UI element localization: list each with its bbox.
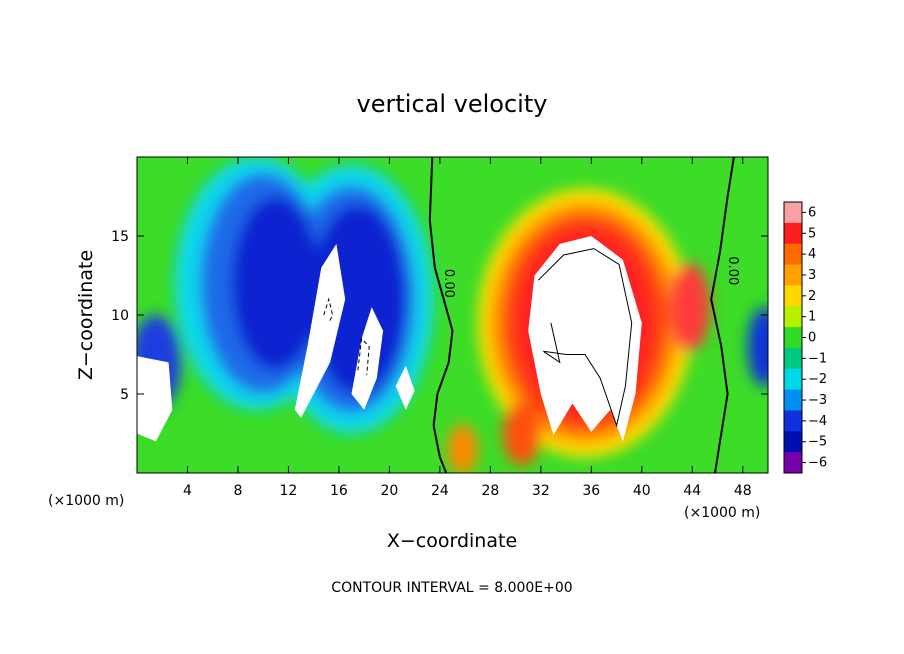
inner-contour: [537, 248, 633, 428]
colorbar-band: [784, 202, 802, 224]
x-tick-label: 8: [233, 483, 242, 499]
colorbar-tick-label: −3: [808, 393, 827, 408]
plot-area: 0.00 0.00: [136, 156, 769, 474]
chart-title: vertical velocity: [357, 90, 548, 118]
y-axis-ticks: 5 10 15: [111, 229, 768, 403]
colorbar-band: [784, 222, 802, 245]
updraft-cell-east: [669, 262, 710, 352]
colorbar: 6 5 4 3 2 1 0 −1 −2 −3 −4 −5 −6: [783, 201, 827, 474]
x-tick-label: 4: [183, 483, 192, 499]
colorbar-tick-label: 1: [808, 310, 816, 325]
x-axis-ticks: 4 8 12 16 20 24 28 32 36 40 44 48: [183, 157, 752, 499]
chart-title-text: vertical velocity: [357, 90, 548, 118]
colorbar-band: [784, 431, 802, 453]
colorbar-band: [784, 347, 802, 370]
colorbar-tick-label: −4: [808, 414, 827, 429]
colorbar-tick-label: 5: [808, 226, 816, 241]
colorbar-tick-label: 6: [808, 205, 816, 220]
x-tick-label: 32: [532, 483, 550, 499]
colorbar-tick-label: −1: [808, 351, 827, 366]
colorbar-tick-label: −6: [808, 456, 827, 471]
x-tick-label: 40: [633, 483, 651, 499]
colorbar-band: [784, 368, 802, 391]
dashed-contour-1: [323, 297, 334, 324]
x-axis-label: X−coordinate: [387, 530, 517, 552]
colorbar-tick-label: −5: [808, 435, 827, 450]
contour-label: 0.00: [725, 256, 740, 285]
x-unit-left: (×1000 m): [48, 493, 124, 509]
colorbar-band: [784, 306, 802, 328]
saturated-cores: [137, 236, 642, 442]
downdraft-core-1: [294, 243, 346, 418]
y-tick-label: 15: [111, 229, 129, 245]
x-tick-label: 28: [481, 483, 499, 499]
colorbar-band: [784, 243, 802, 266]
colorbar-band: [784, 452, 802, 474]
colorbar-tick-label: 4: [808, 247, 816, 262]
x-tick-label: 36: [582, 483, 600, 499]
zero-contour-east: [710, 157, 735, 473]
updraft-cell-southwest: [502, 401, 541, 466]
colorbar-band: [784, 285, 802, 307]
updraft-core: [528, 236, 642, 442]
downdraft-core-4: [395, 365, 415, 410]
contour-label: 0.00: [441, 269, 456, 298]
x-tick-label: 24: [431, 483, 449, 499]
colorbar-band: [784, 264, 802, 286]
downdraft-core-2: [351, 307, 384, 410]
colorbar-tick-label: 3: [808, 268, 816, 283]
dashed-contour-2: [357, 337, 370, 376]
colorbar-band: [784, 410, 802, 432]
colorbar-tick-label: 0: [808, 331, 816, 346]
contour-interval-note: CONTOUR INTERVAL = 8.000E+00: [331, 580, 572, 596]
x-tick-label: 48: [734, 483, 752, 499]
y-axis-label: Z−coordinate: [75, 250, 97, 380]
colorbar-band: [784, 327, 802, 349]
x-tick-label: 20: [380, 483, 398, 499]
x-tick-label: 16: [330, 483, 348, 499]
colorbar-tick-label: 2: [808, 289, 816, 304]
downdraft-core-3: [137, 356, 173, 442]
x-tick-label: 12: [280, 483, 298, 499]
y-tick-label: 10: [111, 308, 129, 324]
colorbar-tick-label: −2: [808, 372, 827, 387]
colorbar-band: [784, 389, 802, 411]
updraft-cell-south: [447, 424, 478, 473]
downdraft-deep-west: [231, 196, 320, 371]
x-unit-right: (×1000 m): [684, 505, 760, 521]
velocity-field: 0.00 0.00: [137, 157, 768, 473]
y-tick-label: 5: [120, 387, 129, 403]
contour-lines: [323, 157, 735, 473]
x-tick-label: 44: [683, 483, 701, 499]
zero-contour-west: [428, 157, 454, 473]
downdraft-edge-east: [747, 307, 768, 387]
